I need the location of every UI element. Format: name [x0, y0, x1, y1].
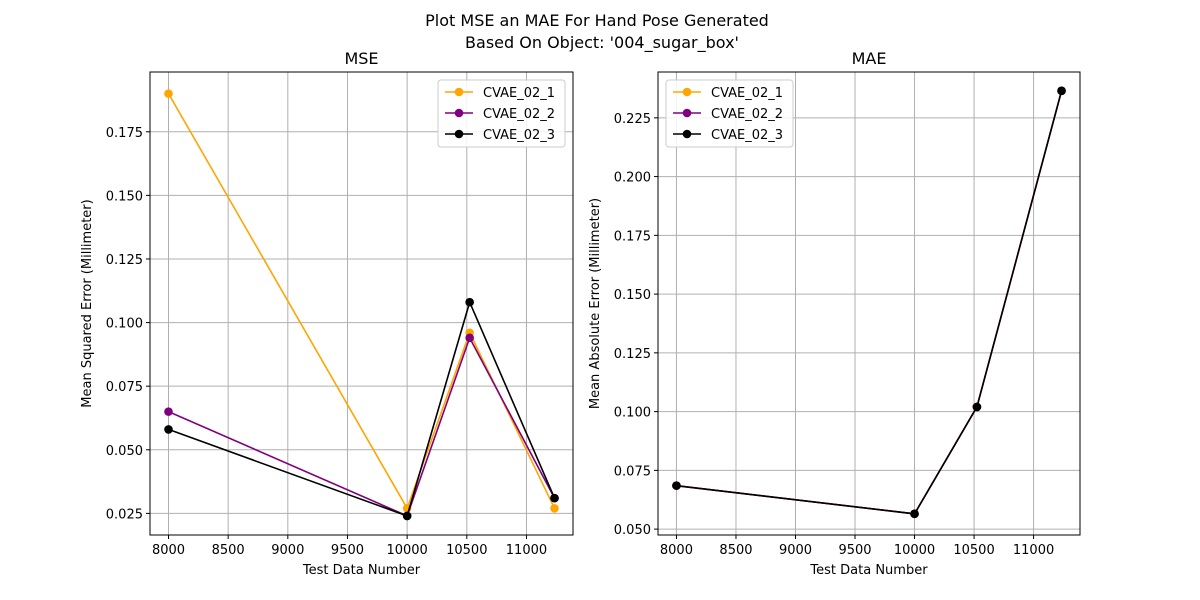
- mse-y-tick-label: 0.125: [106, 253, 143, 268]
- mse-y-tick-label: 0.050: [106, 444, 143, 459]
- mae-x-tick-label: 9000: [779, 543, 812, 558]
- mae-legend-swatch-marker: [682, 108, 692, 118]
- mae-legend-box: [665, 79, 794, 148]
- figure-title-line-2: Based On Object: '004_sugar_box': [465, 33, 739, 53]
- mae-y-tick-label: 0.075: [614, 464, 651, 479]
- mse-legend-label: CVAE_02_1: [483, 86, 555, 101]
- mae-data-point-cvae_02_3: [672, 481, 681, 490]
- mae-data-point-cvae_02_3: [910, 509, 919, 519]
- mse-x-tick-label: 10500: [446, 543, 487, 558]
- mse-legend-label: CVAE_02_3: [483, 128, 555, 143]
- mse-series-line-cvae_02_2: [168, 335, 556, 517]
- mae-x-tick-label: 8000: [660, 543, 693, 558]
- mse-data-point-cvae_02_2: [164, 407, 173, 416]
- mse-y-tick-label: 0.025: [106, 507, 143, 522]
- mse-y-tick-label: 0.175: [106, 126, 143, 141]
- mae-x-tick-label: 10000: [894, 543, 935, 558]
- mse-x-tick-label: 10000: [386, 543, 427, 558]
- mae-chart: 8000 8500 9000 9500 10000 10500 11000 0.050 0.07…: [588, 49, 1081, 578]
- mse-chart-title: MSE: [344, 49, 378, 68]
- mae-y-tick-label: 0.225: [614, 112, 651, 127]
- mae-legend-label: CVAE_02_2: [711, 107, 783, 122]
- figure-title-line-1: Plot MSE an MAE For Hand Pose Generated: [425, 11, 769, 30]
- mse-x-tick-label: 9000: [271, 543, 304, 558]
- mse-data-point-cvae_02_3: [402, 511, 412, 521]
- mae-y-tick-label: 0.200: [614, 171, 651, 186]
- mse-y-tick-label: 0.150: [106, 189, 143, 204]
- mae-y-tick-label: 0.175: [614, 229, 651, 244]
- mse-y-axis-label: Mean Squared Error (Millimeter): [80, 199, 95, 407]
- mse-x-tick-label: 11000: [506, 543, 547, 558]
- mae-x-tick-label: 8500: [719, 543, 752, 558]
- mse-data-point-cvae_02_1: [550, 503, 559, 513]
- mae-legend: CVAE_02_1 CVAE_02_2 CVAE_02_3: [665, 79, 794, 148]
- mse-x-tick-label: 8500: [212, 543, 245, 558]
- mse-series-line-cvae_02_3: [168, 299, 556, 517]
- mae-legend-swatch-marker: [682, 87, 692, 97]
- mae-x-tick-label: 11000: [1013, 543, 1054, 558]
- mse-series-line-cvae_02_1: [167, 93, 556, 511]
- mse-x-tick-label: 9500: [331, 543, 364, 558]
- mse-data-point-cvae_02_1: [164, 89, 173, 98]
- mae-x-axis-label: Test Data Number: [809, 563, 928, 578]
- mae-legend-label: CVAE_02_1: [711, 86, 783, 101]
- mae-y-axis-label: Mean Absolute Error (Millimeter): [588, 198, 603, 409]
- mse-legend-box: [437, 79, 566, 148]
- mae-y-tick-label: 0.100: [614, 406, 651, 421]
- mse-y-tick-label: 0.100: [106, 317, 143, 332]
- mse-x-tick-label: 8000: [152, 543, 185, 558]
- mse-y-tick-label: 0.075: [106, 380, 143, 395]
- mae-series-line-cvae_02_2: [676, 90, 1063, 515]
- mse-data-point-cvae_02_3: [550, 493, 559, 503]
- mse-legend-swatch-marker: [454, 129, 464, 139]
- mae-x-tick-label: 9500: [838, 543, 871, 558]
- mae-data-point-cvae_02_3: [972, 402, 982, 412]
- mae-y-tick-label: 0.125: [614, 347, 651, 362]
- mae-series-line-cvae_02_3: [676, 90, 1063, 515]
- mae-y-tick-label: 0.150: [614, 288, 651, 303]
- mse-data-point-cvae_02_2: [465, 333, 474, 343]
- mse-x-axis-label: Test Data Number: [302, 563, 421, 578]
- mae-axes-frame: [657, 71, 1081, 536]
- mae-series-line-cvae_02_1: [676, 90, 1063, 515]
- mae-x-tick-label: 10500: [953, 543, 994, 558]
- mse-legend-swatch-marker: [454, 108, 464, 118]
- mae-y-tick-label: 0.050: [614, 523, 651, 538]
- mse-data-point-cvae_02_3: [164, 425, 173, 434]
- mae-chart-title: MAE: [852, 49, 887, 68]
- mse-legend: CVAE_02_1 CVAE_02_2 CVAE_02_3: [437, 79, 566, 148]
- mse-legend-label: CVAE_02_2: [483, 107, 555, 122]
- mse-axes-frame: [149, 71, 574, 536]
- mae-legend-label: CVAE_02_3: [711, 128, 783, 143]
- mae-legend-swatch-marker: [682, 129, 692, 139]
- mae-data-point-cvae_02_3: [1057, 86, 1066, 96]
- mse-legend-swatch-marker: [454, 87, 464, 97]
- mse-chart: 8000 8500 9000 9500 10000 10500 11000 0.025 0.05…: [80, 49, 574, 578]
- mse-data-point-cvae_02_3: [465, 297, 474, 307]
